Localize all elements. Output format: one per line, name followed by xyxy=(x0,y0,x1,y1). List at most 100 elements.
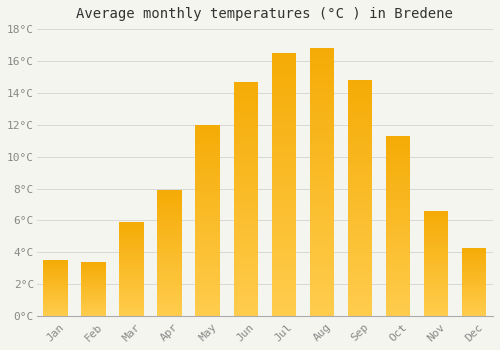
Bar xyxy=(158,190,182,192)
Bar xyxy=(424,283,448,285)
Bar xyxy=(44,260,68,261)
Bar xyxy=(234,266,258,269)
Bar xyxy=(348,101,372,104)
Bar xyxy=(272,139,296,142)
Bar xyxy=(158,230,182,231)
Bar xyxy=(386,296,410,298)
Bar xyxy=(462,277,486,278)
Bar xyxy=(310,112,334,115)
Bar xyxy=(424,287,448,288)
Bar xyxy=(424,248,448,249)
Bar xyxy=(82,295,106,296)
Bar xyxy=(82,298,106,299)
Bar xyxy=(44,304,68,305)
Bar xyxy=(348,237,372,239)
Bar xyxy=(272,260,296,264)
Bar xyxy=(120,235,144,236)
Bar xyxy=(386,273,410,275)
Bar xyxy=(272,217,296,221)
Bar xyxy=(158,206,182,208)
Bar xyxy=(424,271,448,273)
Bar xyxy=(44,282,68,283)
Bar xyxy=(348,127,372,130)
Bar xyxy=(348,151,372,154)
Bar xyxy=(234,105,258,108)
Bar xyxy=(158,294,182,296)
Bar xyxy=(272,155,296,158)
Bar xyxy=(234,149,258,152)
Bar xyxy=(310,105,334,108)
Bar xyxy=(462,279,486,280)
Bar xyxy=(158,269,182,271)
Bar xyxy=(120,274,144,275)
Bar xyxy=(424,270,448,271)
Bar xyxy=(386,172,410,174)
Bar xyxy=(234,225,258,228)
Bar xyxy=(234,237,258,240)
Bar xyxy=(272,102,296,106)
Bar xyxy=(196,275,220,278)
Bar xyxy=(386,208,410,210)
Bar xyxy=(386,179,410,181)
Bar xyxy=(386,176,410,179)
Bar xyxy=(310,139,334,142)
Bar xyxy=(82,272,106,273)
Bar xyxy=(120,289,144,290)
Bar xyxy=(462,315,486,316)
Bar xyxy=(310,65,334,68)
Bar xyxy=(82,274,106,275)
Bar xyxy=(462,270,486,271)
Bar xyxy=(310,142,334,145)
Bar xyxy=(462,266,486,267)
Bar xyxy=(424,294,448,295)
Bar xyxy=(82,276,106,277)
Bar xyxy=(310,212,334,216)
Bar xyxy=(44,287,68,288)
Bar xyxy=(120,253,144,254)
Bar xyxy=(120,269,144,270)
Bar xyxy=(424,265,448,266)
Bar xyxy=(158,244,182,245)
Bar xyxy=(234,313,258,316)
Bar xyxy=(386,215,410,217)
Bar xyxy=(462,254,486,255)
Bar xyxy=(196,216,220,218)
Bar xyxy=(348,157,372,160)
Bar xyxy=(462,293,486,294)
Bar xyxy=(158,277,182,278)
Bar xyxy=(234,222,258,225)
Bar xyxy=(234,85,258,88)
Bar xyxy=(272,244,296,247)
Bar xyxy=(196,223,220,225)
Bar xyxy=(424,312,448,314)
Bar xyxy=(44,308,68,309)
Bar xyxy=(158,240,182,242)
Bar xyxy=(424,264,448,265)
Bar xyxy=(158,286,182,288)
Bar xyxy=(158,236,182,237)
Bar xyxy=(158,231,182,233)
Bar xyxy=(348,133,372,136)
Bar xyxy=(386,253,410,255)
Bar xyxy=(234,190,258,193)
Bar xyxy=(44,305,68,306)
Bar xyxy=(120,236,144,237)
Bar xyxy=(234,158,258,161)
Bar xyxy=(348,118,372,121)
Bar xyxy=(348,192,372,195)
Bar xyxy=(424,261,448,262)
Bar xyxy=(44,284,68,285)
Bar xyxy=(120,228,144,229)
Bar xyxy=(82,285,106,286)
Bar xyxy=(234,140,258,143)
Bar xyxy=(196,175,220,177)
Bar xyxy=(120,223,144,224)
Bar xyxy=(44,278,68,279)
Bar xyxy=(386,174,410,176)
Bar xyxy=(386,269,410,271)
Bar xyxy=(234,88,258,90)
Bar xyxy=(348,269,372,272)
Bar xyxy=(44,267,68,268)
Bar xyxy=(234,178,258,181)
Bar xyxy=(272,56,296,60)
